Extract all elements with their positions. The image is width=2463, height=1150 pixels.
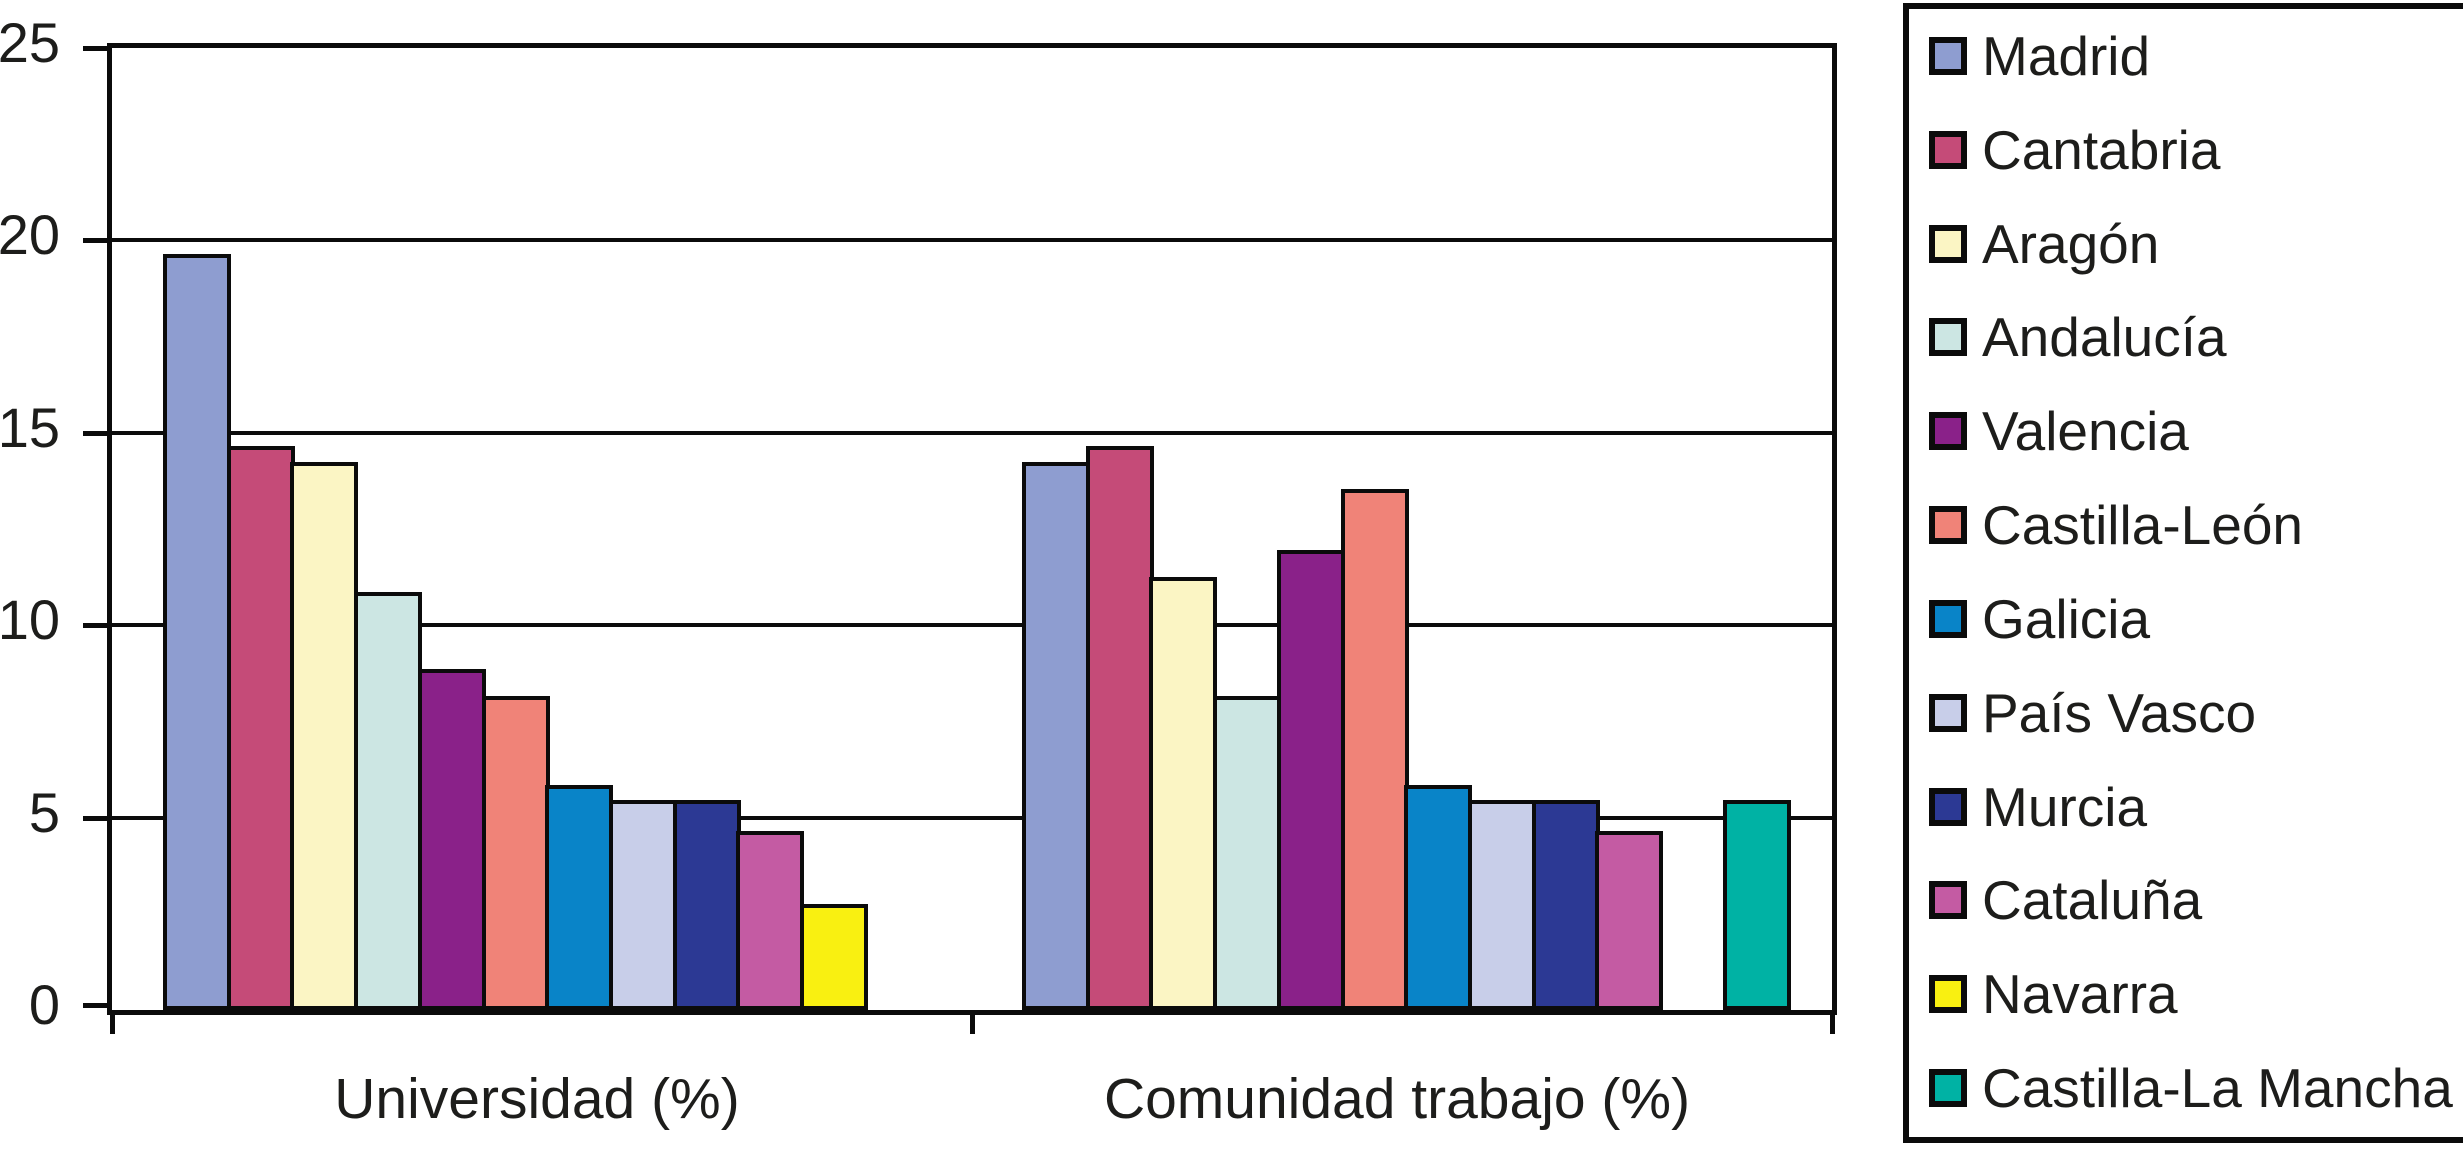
- y-axis-label-0: 0: [28, 973, 60, 1036]
- gridline-10: [112, 623, 1832, 628]
- legend-label: Cataluña: [1982, 869, 2203, 932]
- legend-swatch-icon: [1929, 881, 1967, 920]
- legend-swatch-icon: [1929, 412, 1967, 451]
- bar-madrid-comunidad-trabajo-: [1022, 461, 1090, 1010]
- bar-murcia-comunidad-trabajo-: [1531, 800, 1600, 1010]
- legend-label: Galicia: [1982, 587, 2151, 650]
- legend-label: Cantabria: [1982, 118, 2221, 181]
- legend-item-castilla-la-mancha: Castilla-La Mancha: [1929, 1057, 2463, 1119]
- bar-arag-n-comunidad-trabajo-: [1149, 577, 1218, 1010]
- legend-swatch-icon: [1929, 599, 1967, 638]
- legend-item-valencia: Valencia: [1929, 400, 2463, 462]
- y-axis-tick-10: [83, 623, 107, 629]
- legend-box: Madrid Cantabria Aragón Andalucía Valencia Ca…: [1903, 3, 2463, 1143]
- y-axis-tick-0: [83, 1003, 107, 1008]
- bar-navarra-universidad-: [800, 904, 868, 1010]
- y-axis-label-15: 15: [0, 395, 60, 459]
- bar-madrid-universidad-: [163, 253, 231, 1010]
- legend-label: País Vasco: [1982, 681, 2257, 744]
- bar-andaluc-a-comunidad-trabajo-: [1213, 696, 1282, 1010]
- legend-swatch-icon: [1929, 693, 1967, 732]
- y-axis-tick-5: [83, 815, 107, 821]
- bar-cantabria-universidad-: [226, 446, 295, 1010]
- legend-item-navarra: Navarra: [1929, 963, 2463, 1025]
- bar-galicia-universidad-: [545, 784, 614, 1010]
- bar-valencia-universidad-: [417, 669, 486, 1010]
- x-axis-tick-0: [110, 1010, 115, 1034]
- y-axis-tick-20: [83, 238, 107, 244]
- x-axis-label-universidad: Universidad (%): [334, 1067, 740, 1131]
- bar-arag-n-universidad-: [290, 461, 359, 1010]
- y-axis-label-20: 20: [0, 203, 60, 267]
- y-axis-label-5: 5: [28, 780, 60, 844]
- bar-castilla-la-mancha-comunidad-trabajo-: [1722, 800, 1791, 1010]
- bar-castilla-le-n-comunidad-trabajo-: [1340, 488, 1409, 1010]
- legend-item-galicia: Galicia: [1929, 588, 2463, 650]
- legend-label: Castilla-La Mancha: [1982, 1056, 2453, 1119]
- y-axis-label-25: 25: [0, 11, 60, 74]
- legend-swatch-icon: [1929, 787, 1967, 826]
- legend-swatch-icon: [1929, 37, 1967, 75]
- legend-item-catalu-a: Cataluña: [1929, 869, 2463, 931]
- plot-area: [83, 43, 1837, 1034]
- x-axis-tick-2: [1830, 1010, 1835, 1034]
- x-axis-label-comunidad-trabajo: Comunidad trabajo (%): [1103, 1067, 1691, 1131]
- legend-label: Aragón: [1982, 212, 2160, 275]
- legend-label: Madrid: [1982, 25, 2151, 87]
- y-axis-tick-25: [83, 46, 107, 51]
- legend-swatch-icon: [1929, 1068, 1967, 1107]
- y-axis-tick-15: [83, 430, 107, 436]
- bar-pa-s-vasco-universidad-: [608, 800, 677, 1010]
- legend-swatch-icon: [1929, 506, 1967, 545]
- bar-murcia-universidad-: [672, 800, 741, 1010]
- bar-pa-s-vasco-comunidad-trabajo-: [1467, 800, 1536, 1010]
- bar-galicia-comunidad-trabajo-: [1404, 784, 1473, 1010]
- gridline-5: [112, 815, 1832, 820]
- legend-item-pa-s-vasco: País Vasco: [1929, 682, 2463, 744]
- legend-swatch-icon: [1929, 224, 1967, 263]
- x-axis-tick-1: [970, 1010, 975, 1034]
- bar-andaluc-a-universidad-: [354, 592, 423, 1010]
- gridline-20: [112, 238, 1832, 243]
- legend-label: Andalucía: [1982, 306, 2227, 369]
- legend-swatch-icon: [1929, 975, 1967, 1014]
- legend-item-murcia: Murcia: [1929, 776, 2463, 838]
- gridline-15: [112, 430, 1832, 435]
- legend-item-cantabria: Cantabria: [1929, 119, 2463, 181]
- legend-swatch-icon: [1929, 130, 1967, 169]
- legend-label: Navarra: [1982, 963, 2178, 1026]
- legend-item-andaluc-a: Andalucía: [1929, 306, 2463, 368]
- bar-valencia-comunidad-trabajo-: [1276, 550, 1345, 1010]
- bar-castilla-le-n-universidad-: [481, 696, 550, 1010]
- legend-item-arag-n: Aragón: [1929, 213, 2463, 275]
- legend-item-castilla-le-n: Castilla-León: [1929, 494, 2463, 556]
- legend-label: Murcia: [1982, 775, 2148, 838]
- y-axis-label-10: 10: [0, 588, 60, 652]
- bar-cantabria-comunidad-trabajo-: [1085, 446, 1154, 1010]
- legend-item-madrid: Madrid: [1929, 25, 2463, 87]
- bar-catalu-a-comunidad-trabajo-: [1595, 831, 1664, 1010]
- legend-label: Valencia: [1982, 400, 2189, 463]
- legend-swatch-icon: [1929, 318, 1967, 357]
- bar-catalu-a-universidad-: [736, 831, 805, 1010]
- legend-label: Castilla-León: [1982, 494, 2304, 557]
